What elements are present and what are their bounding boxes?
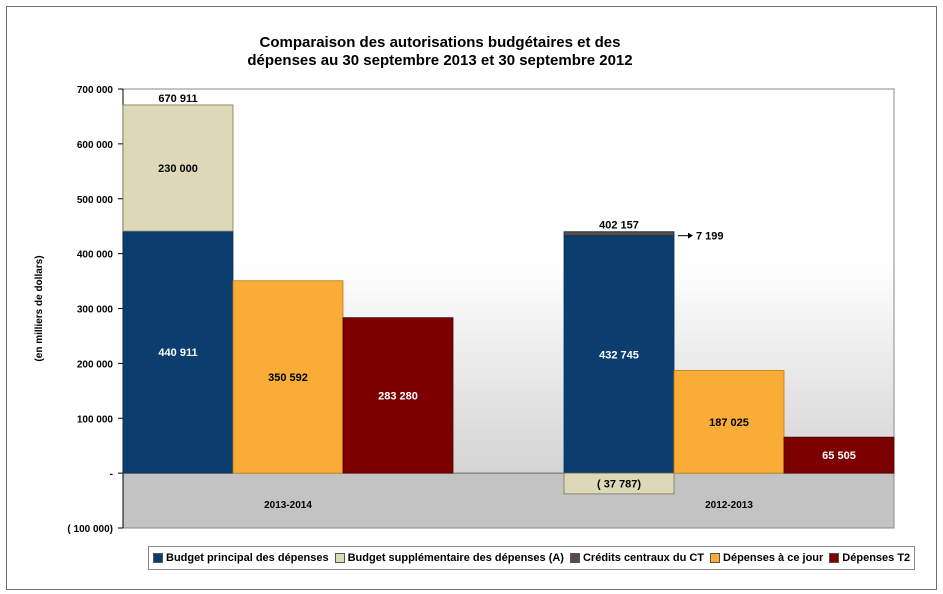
legend-label: Dépenses T2 <box>842 552 911 564</box>
y-tick-label: 100 000 <box>77 414 114 425</box>
arrow-head-icon <box>688 232 693 239</box>
y-tick-label: 500 000 <box>77 195 114 206</box>
bar-label-0-1: 230 000 <box>158 163 198 175</box>
bar-label-0-0: 440 911 <box>158 347 197 359</box>
bar-1-4 <box>783 436 895 474</box>
chart-title: Comparaison des autorisations budgétaire… <box>190 34 690 70</box>
bar-label-0-3: 350 592 <box>268 372 308 384</box>
legend-label: Budget principal des dépenses <box>166 552 329 564</box>
legend-swatch <box>710 553 721 563</box>
bar-1-0 <box>563 235 675 474</box>
legend-label: Dépenses à ce jour <box>723 552 824 564</box>
bar-1-1 <box>563 472 675 495</box>
legend-swatch <box>829 553 840 563</box>
total-label-0: 670 911 <box>158 93 197 105</box>
bar-1-3 <box>673 370 785 474</box>
legend-swatch <box>153 553 163 563</box>
bar-label-1-0: 432 745 <box>599 349 639 361</box>
chart-title-line-2: dépenses au 30 septembre 2013 et 30 sept… <box>247 52 633 69</box>
category-label: 2012-2013 <box>705 500 753 511</box>
negative-region <box>123 473 894 528</box>
legend-item: Budget principal des dépenses <box>153 552 329 564</box>
bar-0-4 <box>342 317 454 474</box>
bar-0-1 <box>122 104 234 232</box>
bar-label-1-1: ( 37 787) <box>597 478 641 490</box>
bar-0-0 <box>122 230 234 474</box>
bar-1-2 <box>563 231 675 237</box>
total-label-1: 402 157 <box>599 220 639 232</box>
bar-label-0-4: 283 280 <box>378 390 418 402</box>
y-tick-label: 400 000 <box>77 250 114 261</box>
y-axis-title: (en milliers de dollars) <box>34 255 45 361</box>
bar-label-1-4: 65 505 <box>822 450 856 462</box>
category-label: 2013-2014 <box>264 500 312 511</box>
legend-item: Crédits centraux du CT <box>569 552 705 564</box>
legend-item: Dépenses à ce jour <box>710 552 823 564</box>
legend-swatch <box>334 553 345 563</box>
legend-item: Budget supplémentaire des dépenses (A) <box>334 552 564 564</box>
y-tick-label: ( 100 000) <box>67 524 113 535</box>
bar-label-1-3: 187 025 <box>709 417 749 429</box>
bar-label-1-2: 7 199 <box>696 231 724 243</box>
legend-label: Budget supplémentaire des dépenses (A) <box>347 552 564 564</box>
legend-item: Dépenses T2 <box>829 552 910 564</box>
chart-legend: Budget principal des dépenses Budget supp… <box>148 546 916 570</box>
y-tick-label: 300 000 <box>77 305 114 316</box>
y-tick-label: 600 000 <box>77 140 114 151</box>
y-tick-label: - <box>110 469 113 480</box>
bar-0-3 <box>232 280 344 474</box>
legend-label: Crédits centraux du CT <box>582 552 705 564</box>
y-tick-label: 700 000 <box>77 85 114 96</box>
y-tick-label: 200 000 <box>77 359 114 370</box>
chart-title-line-1: Comparaison des autorisations budgétaire… <box>259 34 621 51</box>
legend-swatch <box>569 553 580 563</box>
